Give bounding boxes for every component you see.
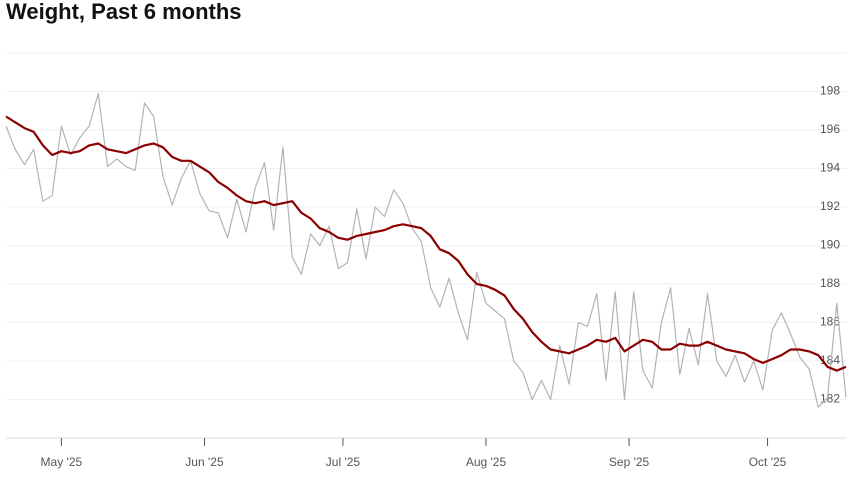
y-tick-label: 198 [820, 84, 840, 98]
y-tick-label: 182 [820, 392, 840, 406]
x-tick-label: Jul '25 [326, 455, 361, 469]
y-tick-label: 190 [820, 238, 840, 252]
y-tick-label: 192 [820, 199, 840, 213]
x-tick-label: Aug '25 [466, 455, 507, 469]
y-tick-label: 196 [820, 122, 840, 136]
y-tick-label: 188 [820, 276, 840, 290]
chart-title: Weight, Past 6 months [6, 0, 242, 24]
x-tick-label: Oct '25 [749, 455, 787, 469]
x-tick-label: May '25 [41, 455, 83, 469]
x-tick-label: Jun '25 [185, 455, 224, 469]
x-tick-label: Sep '25 [609, 455, 650, 469]
series-line [5, 115, 847, 372]
y-tick-label: 186 [820, 315, 840, 329]
y-tick-label: 194 [820, 161, 840, 175]
series-line [5, 92, 847, 408]
